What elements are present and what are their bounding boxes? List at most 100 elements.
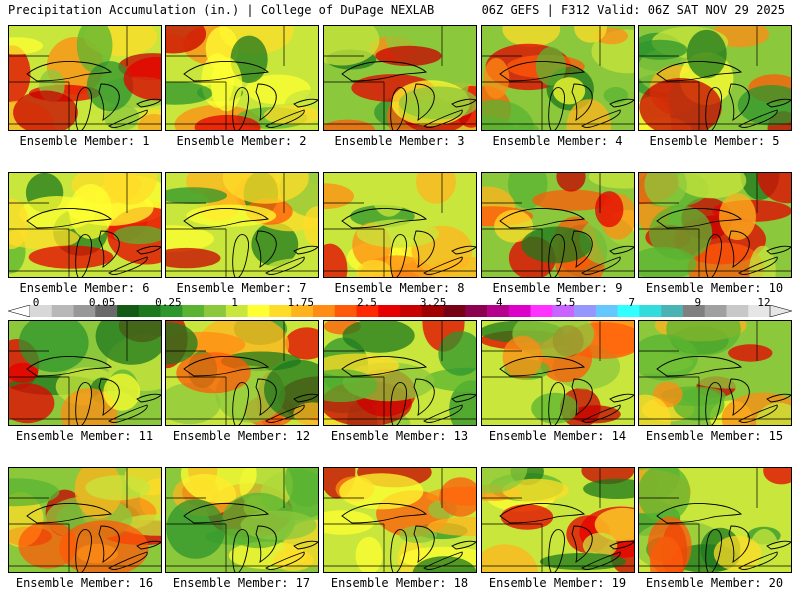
- lake-outline: [548, 529, 565, 572]
- ensemble-member-label: Ensemble Member: 11: [15, 429, 154, 443]
- lake-outline: [609, 540, 634, 550]
- colorbar-swatch: [160, 305, 183, 317]
- colorbar-swatch: [182, 305, 205, 317]
- precip-field: [9, 468, 161, 572]
- lake-outline: [26, 208, 112, 229]
- ensemble-member-map: [8, 320, 162, 426]
- lake-outline: [738, 109, 778, 128]
- lake-outline: [548, 234, 565, 277]
- precip-field: [9, 26, 161, 130]
- ensemble-member-map: [8, 467, 162, 573]
- lake-outline: [728, 230, 750, 268]
- colorbar-tick-label: 2.5: [356, 296, 377, 309]
- precip-field: [639, 26, 791, 130]
- ensemble-member-label: Ensemble Member: 5: [649, 134, 780, 148]
- lake-outline: [108, 551, 148, 570]
- precip-field: [166, 173, 318, 277]
- lake-outline: [705, 87, 722, 130]
- lake-outline: [571, 525, 593, 563]
- lake-outline: [293, 245, 318, 255]
- lake-outline: [341, 208, 427, 229]
- lake-outline: [581, 404, 621, 423]
- colorbar-tick-label: 1: [231, 296, 238, 309]
- ensemble-member-map: [638, 467, 792, 573]
- lake-outline: [656, 61, 742, 82]
- lake-outline: [728, 378, 750, 416]
- lake-outline: [423, 551, 463, 570]
- colorbar-swatch: [356, 305, 379, 317]
- lake-outline: [728, 525, 750, 563]
- lake-outline: [390, 382, 407, 425]
- lake-outline: [581, 109, 621, 128]
- colorbar-swatch: [748, 305, 771, 317]
- precip-field: [324, 26, 476, 130]
- run-valid-time: 06Z GEFS | F312 Valid: 06Z SAT NOV 29 20…: [481, 3, 785, 17]
- colorbar-swatch: [639, 305, 662, 317]
- ensemble-member-label: Ensemble Member: 7: [176, 281, 307, 295]
- colorbar-tick-label: 3.25: [419, 296, 447, 309]
- lake-outline: [413, 83, 435, 121]
- lake-outline: [98, 83, 120, 121]
- lake-outline: [705, 529, 722, 572]
- lake-outline: [451, 393, 476, 403]
- precip-field: [166, 468, 318, 572]
- precip-field: [639, 173, 791, 277]
- precip-field: [324, 321, 476, 425]
- ensemble-member-map: [323, 172, 477, 278]
- colorbar-swatch: [269, 305, 292, 317]
- lake-outline: [581, 256, 621, 275]
- ensemble-member-map: [638, 320, 792, 426]
- ensemble-member-map: [638, 25, 792, 131]
- colorbar-swatch: [117, 305, 140, 317]
- precip-field: [639, 468, 791, 572]
- ensemble-member-map: [481, 320, 635, 426]
- lake-outline: [26, 61, 112, 82]
- lake-outline: [705, 234, 722, 277]
- ensemble-member-map: [638, 172, 792, 278]
- page-title: Precipitation Accumulation (in.) | Colle…: [8, 3, 435, 17]
- lake-outline: [265, 404, 305, 423]
- colorbar-tick-label: 1.75: [287, 296, 314, 309]
- colorbar-left-arrow: [8, 305, 31, 317]
- colorbar-swatch: [726, 305, 749, 317]
- lake-outline: [255, 83, 277, 121]
- colorbar-tick-label: 12: [757, 296, 771, 309]
- lake-outline: [656, 503, 742, 524]
- lake-outline: [232, 234, 249, 277]
- colorbar-right-arrow: [769, 305, 792, 317]
- precip-field: [9, 173, 161, 277]
- colorbar-swatch: [247, 305, 270, 317]
- ensemble-member-label: Ensemble Member: 12: [172, 429, 311, 443]
- lake-outline: [136, 393, 161, 403]
- lake-outline: [26, 503, 112, 524]
- ensemble-member-label: Ensemble Member: 1: [19, 134, 150, 148]
- lake-outline: [98, 230, 120, 268]
- ensemble-member-label: Ensemble Member: 4: [492, 134, 623, 148]
- colorbar-swatch: [661, 305, 684, 317]
- colorbar-tick-label: 9: [694, 296, 702, 309]
- colorbar-swatch: [334, 305, 357, 317]
- ensemble-member-label: Ensemble Member: 18: [330, 576, 469, 590]
- colorbar-tick-label: 7: [628, 296, 635, 309]
- precip-field: [166, 321, 318, 425]
- lake-outline: [183, 61, 269, 82]
- lake-outline: [390, 87, 407, 130]
- ensemble-member-map: [323, 320, 477, 426]
- ensemble-member-label: Ensemble Member: 13: [330, 429, 469, 443]
- colorbar-swatch: [443, 305, 466, 317]
- colorbar-swatch: [138, 305, 161, 317]
- lake-outline: [108, 404, 148, 423]
- ensemble-member-label: Ensemble Member: 9: [492, 281, 623, 295]
- lake-outline: [98, 525, 120, 563]
- lake-outline: [738, 404, 778, 423]
- colorbar-tick-label: 5.5: [555, 296, 576, 309]
- lake-outline: [183, 503, 269, 524]
- ensemble-member-map: [481, 172, 635, 278]
- ensemble-member-map: [165, 320, 319, 426]
- lake-outline: [705, 382, 722, 425]
- ensemble-member-label: Ensemble Member: 10: [645, 281, 784, 295]
- lake-outline: [413, 378, 435, 416]
- lake-outline: [413, 230, 435, 268]
- precip-field: [482, 468, 634, 572]
- lake-outline: [451, 245, 476, 255]
